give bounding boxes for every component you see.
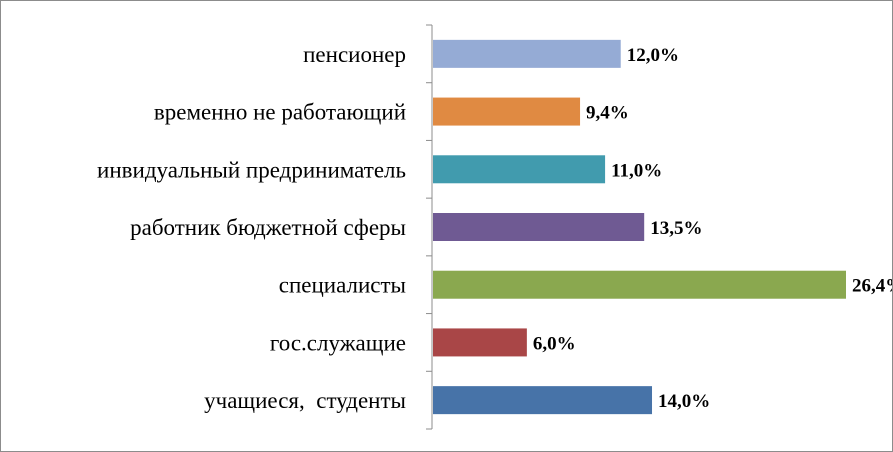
bar [433,97,581,126]
bar [433,213,645,241]
value-label: 9,4% [586,103,629,124]
bar [433,328,527,357]
bar [433,155,606,184]
value-label: 11,0% [611,160,662,181]
value-label: 14,0% [658,391,710,412]
bar [433,39,621,68]
bar [433,270,846,299]
value-labels: 12,0% 9,4% 11,0% 13,5% 26,4% 6,0% 14,0% [533,45,892,412]
category-label: работник бюджетной сферы [130,215,406,240]
bar [433,386,653,415]
value-label: 26,4% [852,276,892,297]
category-label: временно не работающий [154,100,406,125]
category-label: специалисты [279,273,406,298]
category-label: учащиеся, студенты [204,388,406,413]
value-label: 12,0% [627,45,679,66]
category-label: пенсионер [303,42,406,67]
axis-ticks [426,24,432,430]
value-label: 6,0% [533,333,576,354]
category-label: гос.служащие [270,330,406,355]
value-label: 13,5% [650,218,702,239]
category-label: инвидуальный предриниматель [97,157,406,182]
category-labels: пенсионер временно не работающий инвидуаль… [97,42,406,413]
bars-group [433,39,846,415]
